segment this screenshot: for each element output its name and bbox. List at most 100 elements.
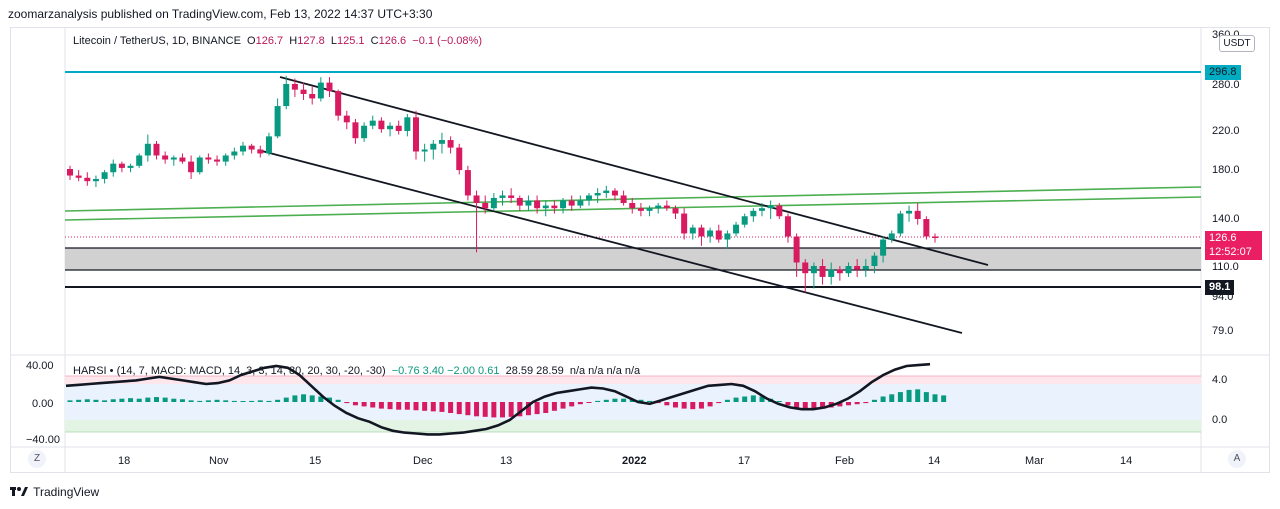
price-tick: 220.0	[1212, 125, 1240, 137]
indicator-legend[interactable]: HARSI • (14, 7, MACD: MACD, 14, 3, 3, 14…	[73, 365, 641, 377]
price-tick: 110.0	[1212, 261, 1239, 273]
osc-histogram-bar	[474, 402, 480, 417]
candle-body	[733, 224, 740, 234]
indicator-na-values: n/a n/a n/a n/a	[569, 365, 641, 377]
candle-body	[153, 143, 160, 156]
indicator-params: (14, 7, MACD: MACD, 14, 3, 3, 14, 80, 20…	[116, 365, 386, 377]
candle-body	[759, 208, 765, 211]
osc-histogram-bar	[551, 402, 557, 411]
osc-histogram-bar	[698, 402, 704, 409]
zoom-button[interactable]: Z	[28, 450, 46, 468]
osc-histogram-bar	[430, 402, 436, 412]
osc-histogram-bar	[794, 402, 800, 408]
osc-histogram-bar	[517, 402, 523, 417]
candle-body	[118, 163, 125, 168]
osc-histogram-bar	[941, 395, 947, 402]
candle-body	[300, 89, 307, 94]
support-zone[interactable]	[65, 248, 1201, 270]
osc-histogram-bar	[283, 397, 289, 402]
osc-histogram-bar	[543, 402, 549, 413]
osc-histogram-bar	[586, 402, 592, 403]
osc-histogram-bar	[811, 402, 817, 410]
osc-histogram-bar	[673, 402, 678, 408]
candle-body	[906, 210, 913, 214]
change-value: −0.1 (−0.08%)	[412, 35, 482, 47]
osc-histogram-bar	[344, 402, 350, 404]
candle-body	[845, 266, 852, 274]
osc-histogram-bar	[205, 400, 211, 402]
osc-histogram-bar	[923, 392, 929, 402]
candle-body	[231, 151, 238, 156]
candle-body	[326, 82, 333, 92]
osc-histogram-bar	[188, 400, 194, 402]
candle-body	[369, 120, 376, 126]
candle-body	[689, 227, 696, 234]
currency-button[interactable]: USDT	[1219, 35, 1255, 52]
candle-body	[361, 125, 368, 139]
candle-body	[767, 205, 774, 209]
high-value: 127.8	[297, 35, 325, 47]
candle-body	[577, 200, 584, 206]
indicator-value: 28.59	[536, 365, 564, 377]
osc-histogram-bar	[482, 402, 488, 417]
publisher-line: zoomarzanalysis published on TradingView…	[8, 7, 433, 21]
osc-histogram-bar	[724, 399, 730, 402]
auto-scale-button[interactable]: A	[1228, 450, 1246, 468]
candle-body	[499, 195, 506, 198]
candle-body	[888, 233, 895, 240]
candle-body	[67, 168, 73, 176]
osc-overbought-band	[65, 376, 1201, 384]
candle-body	[819, 266, 826, 277]
indicator-value: 0.61	[478, 365, 500, 377]
osc-histogram-bar	[309, 395, 315, 402]
osc-histogram-bar	[404, 402, 410, 410]
chart-frame[interactable]	[10, 27, 1270, 473]
candle-body	[776, 205, 783, 217]
candle-body	[663, 205, 670, 209]
candle-body	[603, 190, 610, 194]
price-tick: 140.0	[1212, 213, 1240, 225]
candle-body	[932, 236, 938, 239]
candle-body	[655, 205, 662, 209]
osc-right-tick: 0.0	[1212, 414, 1227, 426]
support-price-tag: 98.1	[1205, 280, 1235, 295]
osc-histogram-bar	[854, 402, 860, 405]
low-label: L	[330, 35, 337, 47]
candle-body	[611, 190, 618, 196]
candle-body	[534, 200, 541, 209]
trendline-green-upper[interactable]	[64, 186, 1202, 212]
candle-body	[188, 161, 195, 173]
osc-histogram-bar	[119, 398, 125, 402]
channel-upper-line[interactable]	[279, 76, 989, 266]
candle-body	[620, 195, 627, 204]
footer-brand[interactable]: TradingView	[10, 485, 99, 499]
osc-histogram-bar	[301, 394, 307, 402]
symbol-legend[interactable]: Litecoin / TetherUS, 1D, BINANCE O126.7 …	[73, 35, 482, 47]
candle-body	[542, 205, 549, 209]
candle-body	[854, 266, 861, 270]
candle-body	[698, 227, 705, 237]
candle-body	[378, 120, 385, 130]
trendline-green-lower[interactable]	[64, 196, 1202, 221]
osc-histogram-bar	[906, 389, 912, 402]
time-label: 14	[928, 455, 940, 467]
osc-histogram-bar	[603, 399, 609, 402]
candle-body	[447, 140, 454, 148]
candle-body	[257, 149, 264, 154]
channel-lower-line[interactable]	[257, 149, 963, 334]
osc-histogram-bar	[742, 396, 748, 402]
candle-body	[205, 157, 212, 160]
osc-histogram-bar	[820, 402, 826, 409]
osc-histogram-bar	[413, 402, 419, 411]
osc-histogram-bar	[128, 398, 134, 402]
candle-body	[516, 197, 523, 206]
osc-histogram-bar	[647, 400, 653, 402]
osc-left-tick: 40.00	[26, 360, 54, 372]
candle-body	[862, 266, 869, 270]
candle-body	[144, 143, 151, 156]
candle-body	[482, 203, 489, 209]
osc-histogram-bar	[785, 402, 791, 406]
candle-body	[828, 269, 835, 277]
open-value: 126.7	[255, 35, 284, 47]
